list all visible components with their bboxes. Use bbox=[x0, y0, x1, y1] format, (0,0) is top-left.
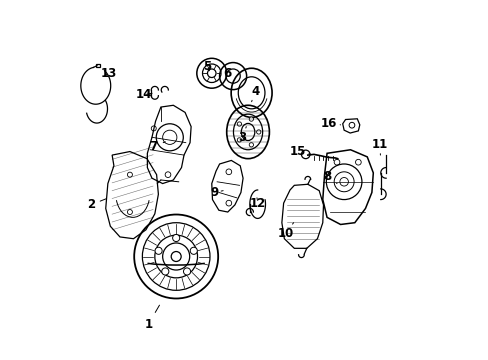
Text: 13: 13 bbox=[101, 67, 117, 80]
Circle shape bbox=[256, 130, 260, 134]
Text: 1: 1 bbox=[144, 305, 159, 330]
Circle shape bbox=[237, 122, 241, 126]
Text: 6: 6 bbox=[223, 67, 231, 80]
Text: 14: 14 bbox=[136, 88, 152, 101]
Text: 9: 9 bbox=[210, 186, 223, 199]
Circle shape bbox=[172, 234, 180, 242]
Text: 2: 2 bbox=[86, 198, 106, 211]
Text: 11: 11 bbox=[371, 138, 387, 155]
Text: 7: 7 bbox=[149, 140, 165, 153]
Text: 12: 12 bbox=[249, 197, 265, 210]
Circle shape bbox=[249, 117, 253, 121]
Circle shape bbox=[162, 268, 168, 275]
Bar bbox=[95, 63, 100, 67]
Circle shape bbox=[190, 247, 197, 255]
Text: 8: 8 bbox=[323, 170, 336, 184]
Text: 3: 3 bbox=[238, 127, 246, 144]
Circle shape bbox=[155, 247, 162, 255]
Circle shape bbox=[237, 138, 241, 142]
Text: 10: 10 bbox=[277, 223, 293, 240]
Circle shape bbox=[249, 143, 253, 147]
Text: 4: 4 bbox=[250, 85, 259, 102]
Text: 5: 5 bbox=[203, 60, 211, 73]
Circle shape bbox=[183, 268, 190, 275]
Text: 15: 15 bbox=[289, 145, 310, 158]
Text: 16: 16 bbox=[320, 117, 340, 130]
